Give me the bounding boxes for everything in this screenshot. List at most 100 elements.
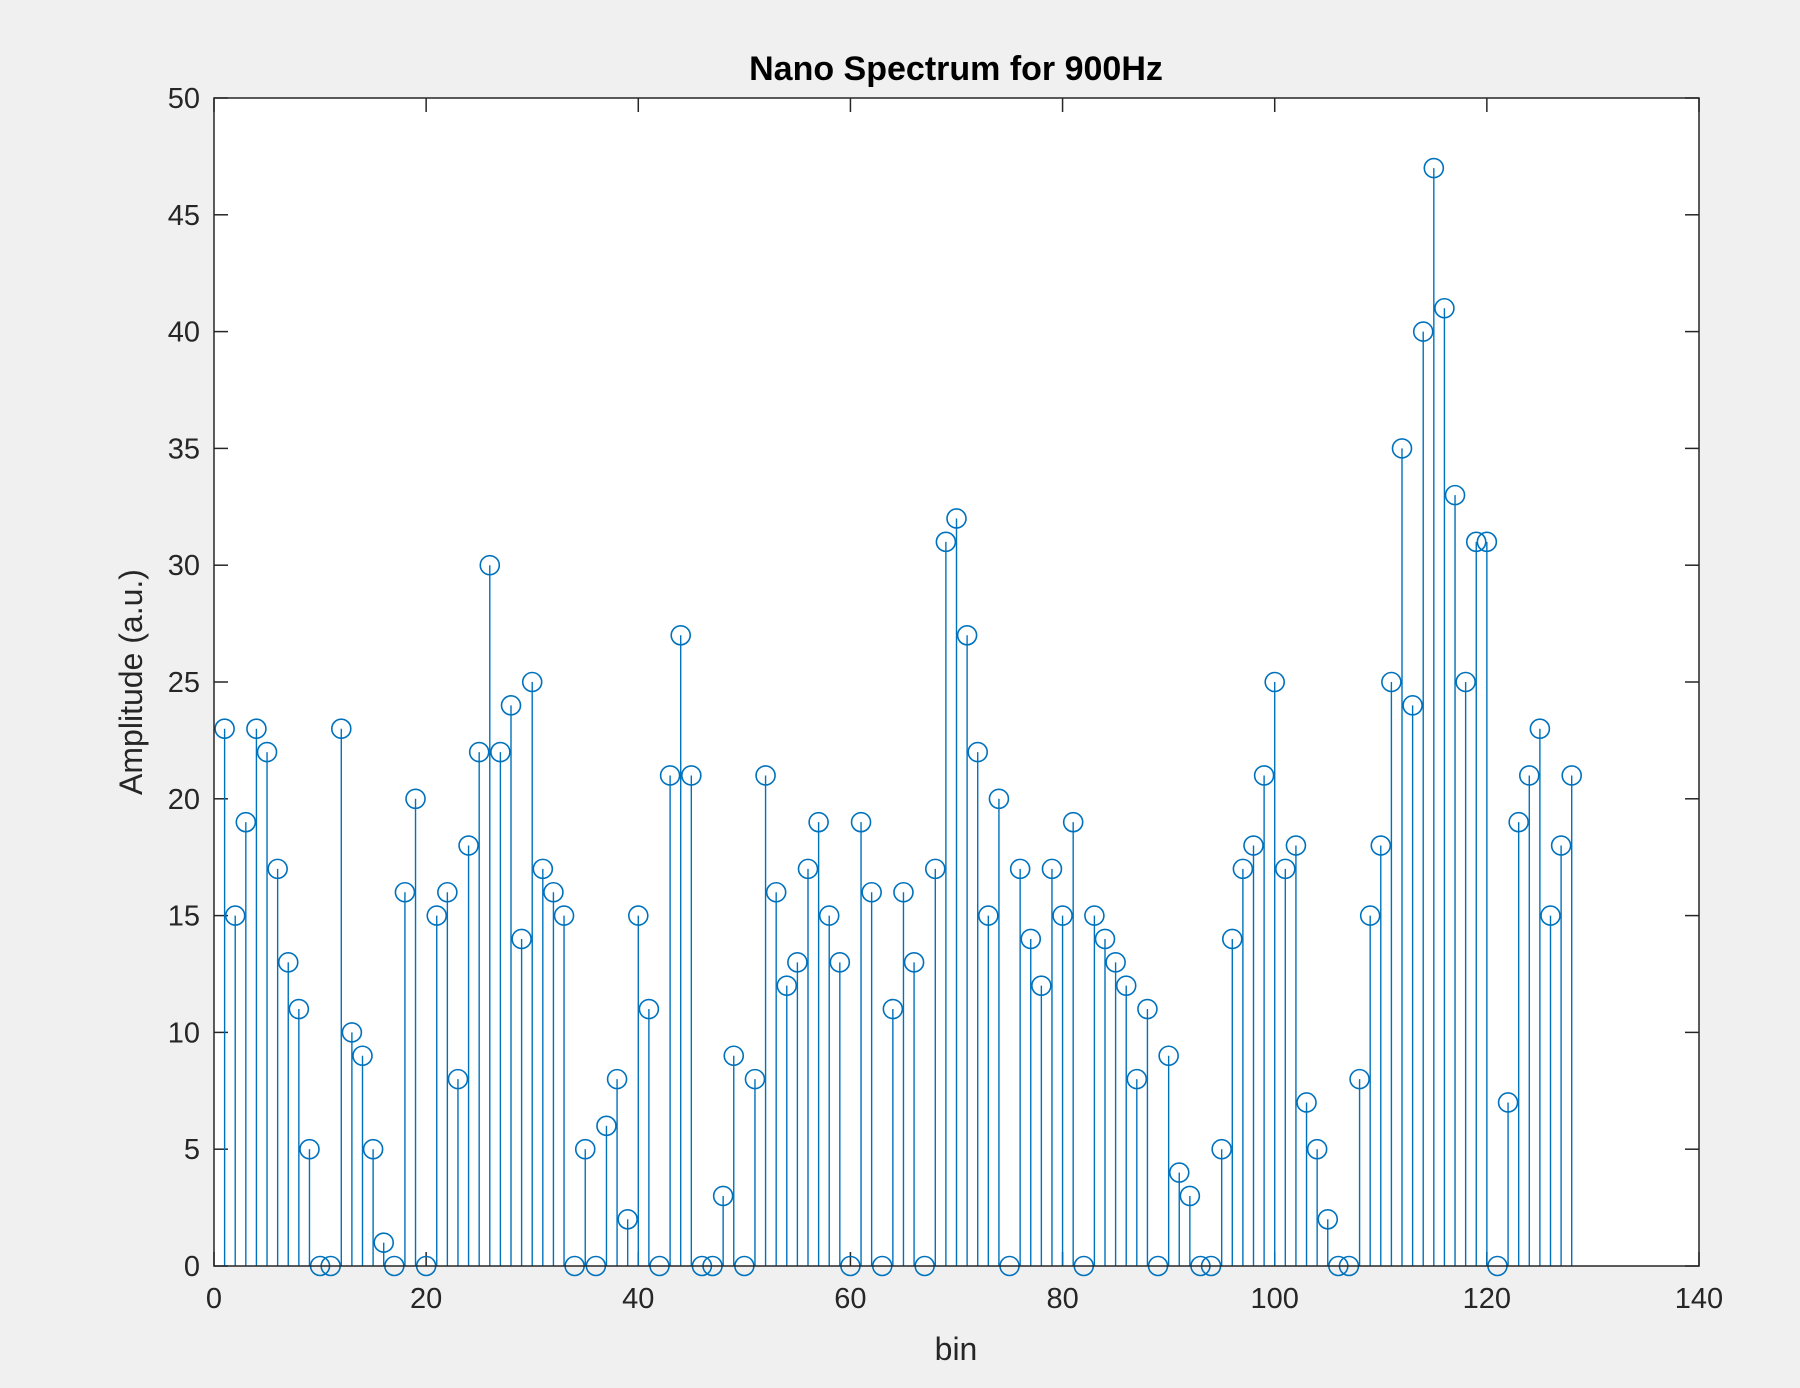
stem-marker — [511, 928, 532, 950]
stem-marker — [1052, 905, 1073, 926]
stem-marker — [882, 998, 904, 1020]
stem-marker — [1062, 811, 1084, 833]
stem-marker — [1359, 905, 1381, 926]
data-stems — [223, 168, 1573, 1266]
stem-marker — [1476, 531, 1498, 553]
stem-marker — [521, 671, 543, 693]
stem-marker — [935, 531, 957, 553]
stem-marker — [818, 905, 840, 926]
stem-marker — [1275, 858, 1296, 880]
stem-marker — [1009, 858, 1031, 880]
stem-marker — [490, 741, 511, 763]
stem-marker — [1518, 765, 1540, 786]
y-tick-label: 35 — [168, 433, 200, 465]
stem-marker — [277, 952, 299, 973]
stem-marker — [829, 952, 851, 973]
stem-marker — [1232, 858, 1254, 880]
stem-marker — [426, 905, 448, 926]
stem-marker — [1296, 1092, 1317, 1113]
y-tick-label: 25 — [168, 667, 200, 699]
x-tick-label: 40 — [622, 1283, 654, 1315]
x-tick-label: 0 — [206, 1283, 222, 1315]
stem-marker — [1137, 998, 1158, 1020]
stem-marker — [362, 1138, 384, 1160]
x-tick-label: 120 — [1463, 1283, 1511, 1315]
x-axis-label: bin — [935, 1331, 978, 1367]
stem-marker — [1243, 835, 1264, 856]
stem-marker — [1412, 321, 1434, 342]
stem-marker — [797, 858, 819, 880]
y-tick-label: 30 — [168, 550, 200, 582]
stem-marker — [1370, 835, 1392, 856]
stem-marker — [532, 858, 554, 880]
chart-title: Nano Spectrum for 900Hz — [749, 50, 1163, 88]
stem-marker — [924, 858, 946, 880]
stem-marker — [1349, 1068, 1370, 1090]
x-tick-label: 20 — [410, 1283, 442, 1315]
stem-marker — [1497, 1092, 1519, 1113]
stem-marker — [352, 1045, 373, 1067]
stem-marker — [1561, 765, 1583, 786]
stem-marker — [1423, 157, 1445, 179]
stem-marker — [1031, 975, 1052, 996]
y-tick-label: 10 — [168, 1017, 200, 1049]
plot-frame — [213, 97, 1700, 1267]
y-tick-label: 20 — [168, 784, 200, 816]
y-tick-label: 45 — [168, 200, 200, 232]
stem-marker — [1105, 952, 1126, 973]
stem-marker — [956, 624, 978, 646]
stem-marker — [946, 508, 967, 529]
stem-marker — [1306, 1138, 1328, 1160]
stem-marker — [967, 741, 989, 763]
stem-marker — [1253, 765, 1275, 786]
stem-marker — [1317, 1208, 1339, 1230]
stem-marker — [1465, 531, 1487, 553]
stem-marker — [1094, 928, 1116, 950]
stem-marker — [1115, 975, 1137, 996]
stem-marker — [1381, 671, 1402, 693]
x-tick-label: 140 — [1675, 1283, 1723, 1315]
y-tick-label: 5 — [184, 1134, 200, 1166]
stem-marker — [447, 1068, 469, 1090]
stem-marker — [1391, 438, 1413, 459]
stem-marker — [500, 695, 522, 716]
x-tick-label: 60 — [834, 1283, 866, 1315]
stem-marker — [787, 952, 808, 973]
stem-marker — [988, 788, 1010, 810]
stem-marker — [1221, 928, 1243, 950]
stem-marker — [256, 741, 278, 763]
stem-marker — [246, 718, 267, 740]
stem-marker — [1211, 1138, 1232, 1160]
stem-marker — [437, 881, 458, 903]
stem-marker — [978, 905, 999, 926]
stem-marker — [479, 554, 501, 576]
data-markers — [214, 157, 1583, 1277]
stem-marker — [1550, 835, 1572, 856]
stem-marker — [299, 1138, 320, 1160]
y-tick-labels: 0 5 10 15 20 25 30 35 40 45 50 — [168, 83, 200, 1283]
stem-marker — [681, 765, 702, 786]
y-tick-label: 15 — [168, 901, 200, 933]
stem-marker — [224, 905, 246, 926]
stem-marker — [1540, 905, 1561, 926]
stem-marker — [543, 881, 564, 903]
x-tick-labels: 0 20 40 60 80 100 120 140 — [206, 1283, 1723, 1315]
stem-marker — [1020, 928, 1042, 950]
stem-marker — [1264, 671, 1286, 693]
stem-marker — [744, 1068, 766, 1090]
y-tick-label: 40 — [168, 317, 200, 349]
stem-marker — [755, 765, 776, 786]
y-axis-label: Amplitude (a.u.) — [113, 569, 149, 795]
stem-marker — [1084, 905, 1105, 926]
stem-marker — [659, 765, 681, 786]
stem-marker — [267, 858, 288, 880]
stem-marker — [214, 718, 235, 740]
stem-marker — [850, 811, 872, 833]
stem-marker — [235, 811, 257, 833]
stem-marker — [574, 1138, 596, 1160]
stem-marker — [596, 1115, 617, 1137]
y-tick-label: 50 — [168, 83, 200, 115]
stem-marker — [458, 835, 479, 856]
